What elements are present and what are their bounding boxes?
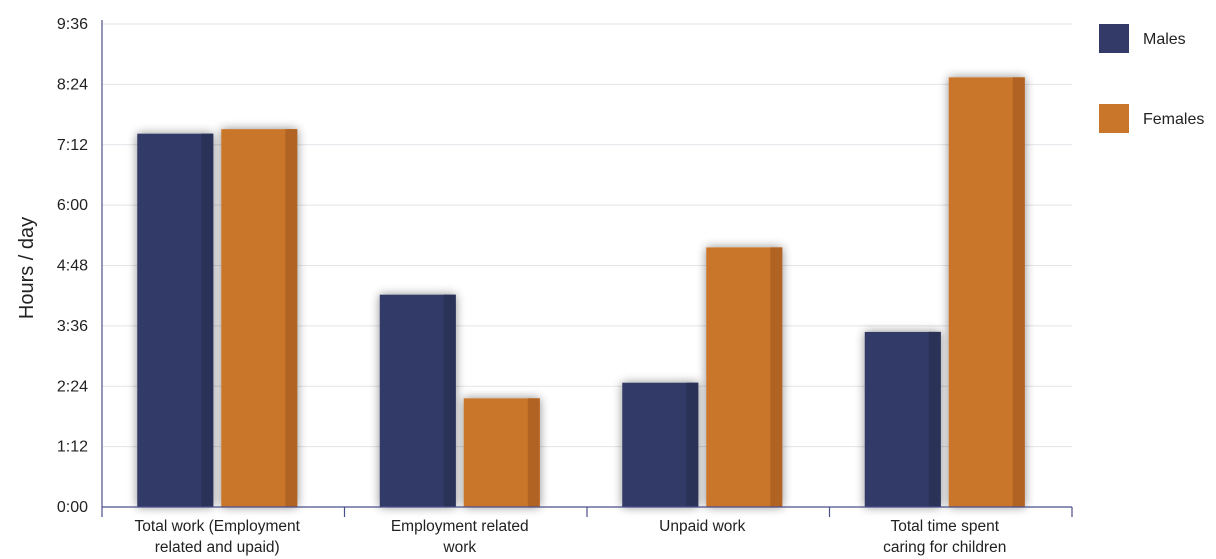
y-tick-label: 8:24 — [57, 76, 88, 93]
legend-label-males: Males — [1143, 31, 1186, 48]
bar-females — [706, 247, 783, 507]
bar-males — [864, 331, 941, 507]
axes — [101, 20, 1073, 517]
x-category-label: caring for children — [883, 539, 1006, 556]
x-category-label: Employment related — [391, 518, 529, 535]
y-tick-label: 4:48 — [57, 258, 88, 275]
y-tick-label: 3:36 — [57, 318, 88, 335]
x-category-label: Total work (Employment — [135, 518, 301, 535]
bar-males — [137, 133, 214, 507]
x-category-label: Total time spent — [890, 518, 999, 535]
y-tick-label: 1:12 — [57, 439, 88, 456]
y-tick-label: 2:24 — [57, 378, 88, 395]
legend: Males Females — [1099, 24, 1204, 133]
legend-label-females: Females — [1143, 111, 1204, 128]
x-category-label: Unpaid work — [659, 518, 745, 535]
bars — [137, 77, 1025, 508]
x-category-label: related and upaid) — [155, 539, 280, 556]
x-category-label: work — [442, 539, 476, 556]
bar-females — [948, 77, 1025, 508]
y-tick-label: 0:00 — [57, 499, 88, 516]
y-axis-title: Hours / day — [16, 217, 38, 319]
y-tick-label: 7:12 — [57, 137, 88, 154]
x-axis-labels: Total work (Employment related and upaid)… — [135, 518, 1007, 556]
bar-males — [622, 382, 699, 507]
y-tick-label: 9:36 — [57, 16, 88, 33]
y-tick-label: 6:00 — [57, 197, 88, 214]
legend-swatch-males — [1099, 24, 1129, 53]
bar-females — [463, 398, 540, 507]
y-axis-ticks: 0:00 1:12 2:24 3:36 4:48 6:00 7:12 8:24 9:36 — [57, 16, 88, 516]
bar-males — [379, 294, 456, 507]
legend-swatch-females — [1099, 104, 1129, 133]
bar-females — [221, 129, 298, 507]
